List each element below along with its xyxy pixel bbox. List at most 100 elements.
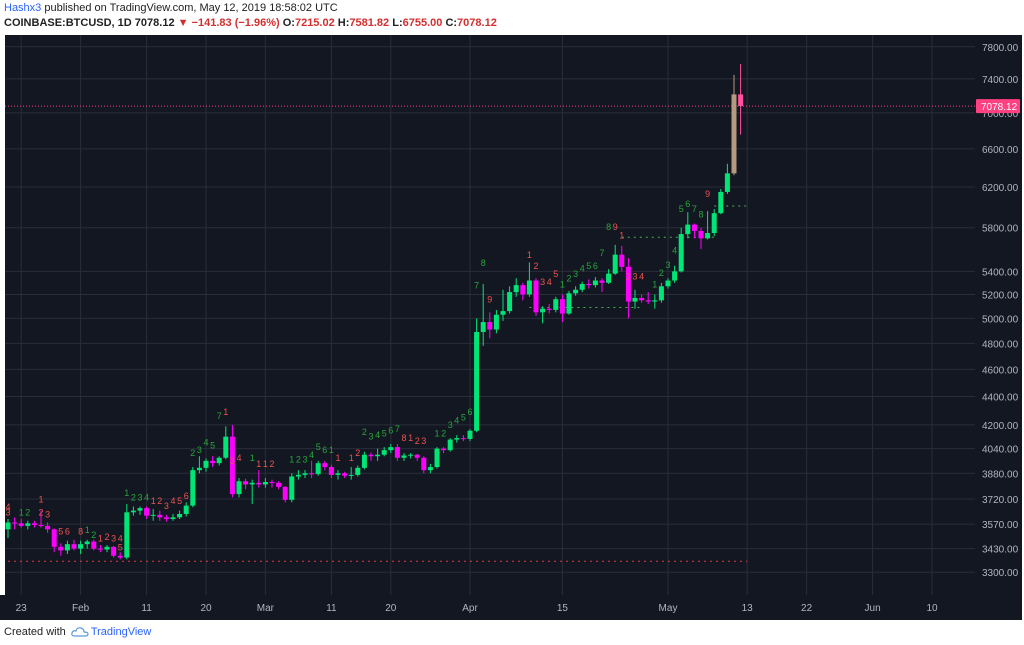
candle-body xyxy=(599,280,605,283)
candle-body xyxy=(289,476,295,500)
candle-body xyxy=(150,514,156,516)
sequential-count-label: 9 xyxy=(613,222,618,232)
candle-body xyxy=(190,470,196,506)
sequential-count-label: 2 xyxy=(296,454,301,464)
candle-body xyxy=(269,482,275,484)
candle-body xyxy=(5,522,11,530)
candle-body xyxy=(559,299,565,314)
candle-body xyxy=(414,454,420,458)
price-chart[interactable]: 3300.00 3430.00 3570.00 3720.00 3880.00 4040.… xyxy=(0,35,1024,620)
candle-body xyxy=(579,283,585,290)
sequential-count-label: 5 xyxy=(382,429,387,439)
y-tick-label: 7800.00 xyxy=(982,43,1019,54)
x-tick-label: 22 xyxy=(801,603,813,614)
candle-body xyxy=(507,292,513,312)
sequential-count-label: 3 xyxy=(573,269,578,279)
last-price-badge xyxy=(976,99,1020,114)
y-tick-label: 4040.00 xyxy=(982,445,1019,456)
candle-body xyxy=(183,505,189,514)
candle-body xyxy=(467,430,473,439)
sequential-count-label: 5 xyxy=(210,441,215,451)
sequential-count-label: 7 xyxy=(692,204,697,214)
sequential-count-label: 2 xyxy=(269,459,274,469)
sequential-count-label: 4 xyxy=(375,430,380,440)
sequential-count-label: 1 xyxy=(124,488,129,498)
sequential-count-label: 3 xyxy=(632,271,637,281)
candle-body xyxy=(64,544,70,551)
candle-body xyxy=(645,300,651,302)
candle-body xyxy=(711,213,717,234)
candle-body xyxy=(718,191,724,214)
sequential-count-label: 1 xyxy=(151,496,156,506)
sequential-count-label: 1 xyxy=(335,453,340,463)
sequential-count-label: 6 xyxy=(467,407,472,417)
candle-body xyxy=(394,447,400,458)
candle-body xyxy=(447,439,453,451)
y-tick-label: 5400.00 xyxy=(982,267,1019,278)
candle-body xyxy=(427,467,433,471)
sequential-count-label: 6 xyxy=(388,426,393,436)
sequential-count-label: 3 xyxy=(45,509,50,519)
sequential-count-label: 2 xyxy=(355,448,360,458)
sequential-count-label: 6 xyxy=(322,445,327,455)
candle-body xyxy=(322,463,328,468)
open-value: 7215.02 xyxy=(294,17,335,29)
x-tick-label: May xyxy=(659,603,678,614)
sequential-count-label: 2 xyxy=(190,448,195,458)
sequential-count-label: 4 xyxy=(203,438,208,448)
candle-body xyxy=(546,308,552,310)
y-tick-label: 3300.00 xyxy=(982,568,1019,579)
candle-body xyxy=(236,481,242,495)
x-tick-label: 20 xyxy=(200,603,212,614)
sequential-count-label: 4 xyxy=(639,271,644,281)
symbol-label: COINBASE:BTCUSD, 1D xyxy=(4,17,132,29)
candle-body xyxy=(678,234,684,272)
candle-body xyxy=(335,473,341,475)
sequential-count-label: 5 xyxy=(177,496,182,506)
sequential-count-label: 1 xyxy=(256,459,261,469)
close-label: C: xyxy=(445,17,458,29)
candle-body xyxy=(111,546,117,556)
candle-body xyxy=(315,463,321,475)
candle-body xyxy=(243,481,249,485)
last-price: 7078.12 xyxy=(134,17,175,29)
candle-body xyxy=(124,512,130,558)
sequential-count-label: 4 xyxy=(454,415,459,425)
candle-body xyxy=(480,322,486,332)
candle-body xyxy=(632,297,638,302)
y-tick-label: 5800.00 xyxy=(982,224,1019,235)
candle-body xyxy=(38,525,44,527)
sequential-count-label: 2 xyxy=(104,532,109,542)
price-axis xyxy=(975,35,1022,595)
candle-body xyxy=(375,454,381,457)
candle-body xyxy=(586,283,592,286)
sequential-count-label: 5 xyxy=(553,269,558,279)
sequential-count-label: 6 xyxy=(685,199,690,209)
sequential-count-label: 6 xyxy=(65,527,70,537)
low-value: 6755.00 xyxy=(402,17,443,29)
candle-body xyxy=(177,513,183,518)
sequential-count-label: 5 xyxy=(58,527,63,537)
candle-body xyxy=(51,529,57,547)
x-tick-label: Feb xyxy=(72,603,90,614)
sequential-count-label: 2 xyxy=(659,268,664,278)
candle-body xyxy=(196,467,202,471)
candle-body xyxy=(566,293,572,314)
candle-body xyxy=(348,474,354,476)
sequential-count-label: 1 xyxy=(652,279,657,289)
sequential-count-label: 4 xyxy=(236,453,241,463)
sequential-count-label: 2 xyxy=(362,427,367,437)
author-link[interactable]: Hashx3 xyxy=(4,2,42,14)
sequential-count-label: 4 xyxy=(5,502,10,512)
candle-body xyxy=(533,280,539,313)
candle-body xyxy=(553,299,559,310)
candle-body xyxy=(229,436,235,495)
last-price-badge-label: 7078.12 xyxy=(981,102,1018,113)
sequential-count-label: 7 xyxy=(474,281,479,291)
sequential-count-label: 2 xyxy=(533,261,538,271)
sequential-count-label: 1 xyxy=(19,508,24,518)
candle-body xyxy=(652,300,658,302)
sequential-count-label: 4 xyxy=(580,263,585,273)
tradingview-link[interactable]: TradingView xyxy=(90,626,152,638)
candle-body xyxy=(361,454,367,468)
